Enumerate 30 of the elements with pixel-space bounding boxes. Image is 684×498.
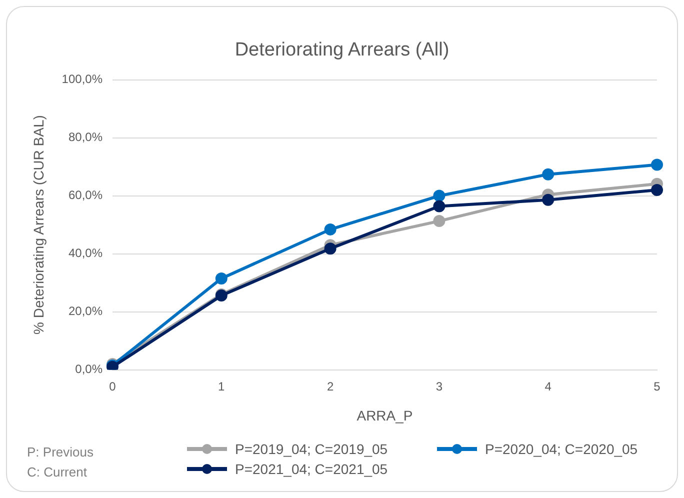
y-tick-label: 80,0% [68, 130, 103, 144]
chart-title: Deteriorating Arrears (All) [234, 40, 450, 61]
point [433, 215, 446, 228]
legend-label: P=2019_04; C=2019_05 [235, 441, 388, 457]
y-tick-label: 100,0% [62, 72, 103, 86]
point [651, 184, 663, 196]
x-tick-label: 3 [436, 379, 443, 394]
y-axis-title: % Deteriorating Arrears (CUR BAL) [30, 115, 46, 335]
text: P: Previous [27, 444, 94, 460]
point [651, 158, 663, 171]
legend-label: P=2021_04; C=2021_05 [235, 461, 388, 477]
legend-label: P=2020_04; C=2020_05 [485, 441, 638, 457]
point [324, 242, 336, 255]
y-tick-label: 20,0% [68, 304, 103, 318]
text: C: Current [27, 464, 88, 480]
point [433, 200, 446, 212]
y-tick-label: 40,0% [68, 246, 103, 260]
point [542, 168, 554, 180]
x-tick-label: 0 [109, 379, 116, 394]
x-tick-label: 2 [326, 379, 334, 394]
x-tick-label: 5 [654, 379, 661, 394]
point [324, 223, 336, 236]
x-tick-label: 1 [218, 379, 226, 394]
point [542, 194, 554, 206]
y-tick-label: 60,0% [68, 188, 103, 202]
x-axis-title: ARRA_P [356, 407, 413, 424]
point [433, 190, 446, 202]
y-tick-label: 0,0% [75, 362, 103, 376]
point [215, 272, 228, 284]
x-tick-label: 4 [544, 379, 552, 394]
